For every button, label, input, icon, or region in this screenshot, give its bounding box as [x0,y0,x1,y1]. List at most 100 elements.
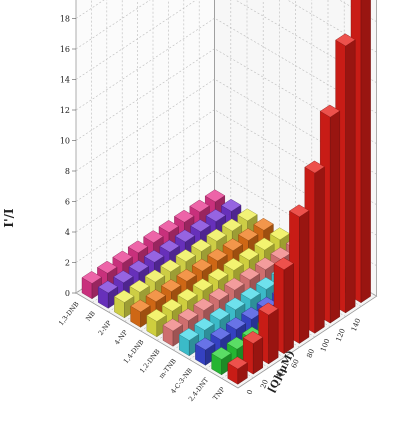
concentration-tick-label: 0 [245,389,254,396]
bar-face-top [174,209,195,223]
concentration-tick-label: 120 [335,327,347,342]
bar-face-top [161,298,183,312]
analyte-gridline [92,0,232,303]
z-tick-label: 10 [60,137,70,146]
bar-face-top [319,104,341,118]
bar-face-top [81,271,102,284]
bar-face-top [269,227,290,241]
bar-face-top [304,160,325,174]
bar-face-right [283,263,294,355]
bar-face-right [299,210,310,344]
bar-face-top [159,239,180,253]
bar-face-top [162,318,183,332]
bar-face-top [128,260,149,273]
bar-face-right [360,0,371,304]
bar-face-top [225,297,246,311]
bar-face-top [241,306,262,320]
bar-face-top [222,238,243,252]
bar-face-top [225,317,247,330]
analyte-tick-label: 1,3-DNB [57,300,81,327]
analyte-gridline [108,0,248,313]
bar-face-top [208,287,230,301]
bar-face-top [242,331,264,344]
bar-face-right [330,110,340,324]
z-tick-label: 16 [60,45,70,54]
chart-bars [81,0,371,385]
concentration-tick-label: 100 [319,338,331,353]
bar-face-top [129,279,150,293]
z-tick-label: 6 [65,198,70,207]
bar-face-top [255,257,276,271]
bar-face-top [158,220,179,233]
bar-face-top [221,218,243,232]
bar-face-top [239,267,260,281]
concentration-tick-label: 60 [290,358,301,369]
y-axis-label: I'/I [2,208,16,228]
bar-face-right [268,308,279,365]
bar-face-top [224,277,245,291]
bar-face-top [258,302,279,316]
bar-face-top [206,228,227,242]
bar-face-right [314,166,325,334]
bar-face-top [189,199,210,213]
bar-face-top [270,247,291,260]
bar-face-top [176,268,197,282]
bar-face-top [112,250,133,264]
bar-face-top [289,204,310,218]
concentration-tick-label: 20 [259,378,270,389]
bar [81,271,102,300]
bar [162,318,183,347]
bar-face-top [205,209,226,222]
analyte-gridline [173,0,313,351]
bar-face-top [238,228,259,241]
bar-face-top [191,258,213,272]
bar-face-top [238,247,260,261]
bar-face-top [146,309,167,322]
z-tick-label: 2 [65,259,70,268]
analyte-tick-label: 1,4-DNB [122,338,146,365]
analyte-gridline [156,0,296,341]
concentration-tick-label: 80 [305,348,316,359]
analyte-tick-label: NB [84,309,97,322]
analyte-gridline [124,0,264,322]
z-tick-label: 0 [65,289,70,298]
analyte-tick-label: 2-NP [97,319,114,337]
bar-face-top [204,189,226,203]
concentration-tick-label: 140 [350,317,362,332]
bar-face-top [145,289,166,303]
bar-face-top [223,258,244,271]
bar-face-top [175,249,196,262]
z-tick-label: 18 [60,15,70,24]
bar-face-top [144,269,166,283]
bar [211,347,232,376]
bar-face-top [174,229,196,243]
bar-face-top [194,317,215,331]
bar-face-top [254,237,275,251]
bar [146,309,167,338]
bar-face-top [178,308,199,322]
bar-face-top [192,278,213,292]
bar [227,356,248,385]
z-tick-label: 14 [60,76,70,85]
bar-face-top [209,307,230,321]
bar-face-top [195,337,216,351]
z-tick-label: 4 [65,228,70,237]
bar-face-top [253,217,274,231]
bar-face-top [237,208,258,222]
bar-face-top [97,260,118,274]
z-tick-label: 8 [65,167,70,176]
bar-face-top [208,268,229,281]
bar-face-top [127,240,149,254]
bar-face-top [221,198,242,212]
bar-face-top [256,296,277,310]
bar-face-top [190,219,211,233]
bar-face-top [143,230,164,243]
bar-face-top [113,270,134,284]
bar-face-right [345,39,356,314]
bar-face-top [130,299,151,313]
bar-face-top [177,288,198,302]
bar-face-top [210,327,231,341]
analyte-tick-label: TNP [211,385,227,402]
